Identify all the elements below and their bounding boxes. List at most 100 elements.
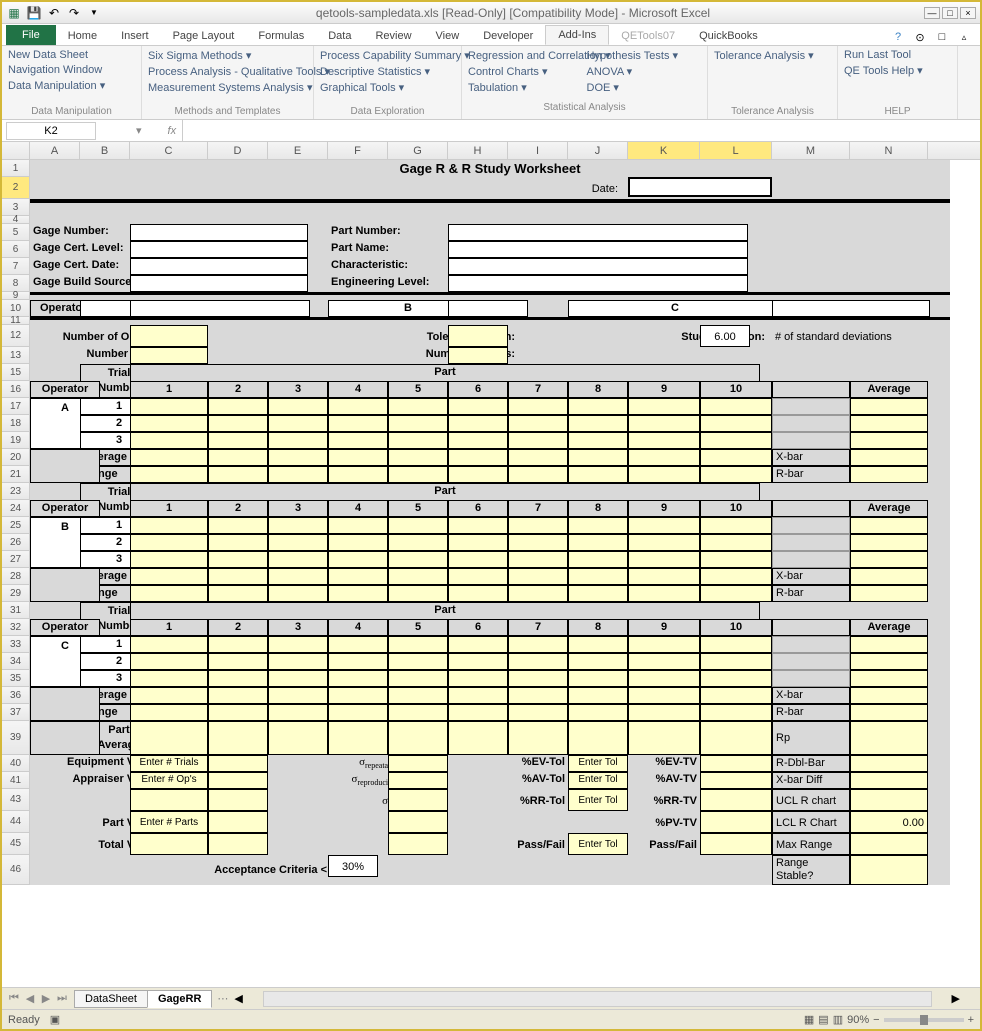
zoom-out-icon[interactable]: − <box>873 1014 879 1026</box>
cell[interactable] <box>328 432 388 449</box>
cell[interactable] <box>130 585 208 602</box>
ribbon-item[interactable]: Descriptive Statistics ▾ <box>318 64 457 79</box>
cell[interactable]: X-bar <box>772 568 850 585</box>
namebox-dropdown-icon[interactable]: ▾ <box>136 124 142 137</box>
cell[interactable]: Enter # Op's <box>130 772 208 789</box>
row-header[interactable]: 16 <box>2 381 30 398</box>
cell[interactable] <box>208 517 268 534</box>
cell[interactable] <box>448 325 508 347</box>
cell[interactable] <box>208 534 268 551</box>
fx-icon[interactable]: fx <box>168 125 177 137</box>
cell[interactable] <box>850 833 928 855</box>
ribbon-item[interactable]: Process Analysis - Qualitative Tools ▾ <box>146 64 309 79</box>
cell[interactable]: Average <box>850 500 928 517</box>
cell[interactable] <box>388 415 448 432</box>
cell[interactable] <box>30 568 100 602</box>
col-header[interactable]: F <box>328 142 388 159</box>
cell[interactable] <box>268 517 328 534</box>
cell[interactable]: Enter Tol <box>568 755 628 772</box>
cell[interactable] <box>772 636 850 653</box>
cell[interactable] <box>328 687 388 704</box>
zoom-in-icon[interactable]: + <box>968 1014 974 1026</box>
cell[interactable] <box>328 636 388 653</box>
cell[interactable] <box>628 687 700 704</box>
cell[interactable] <box>130 653 208 670</box>
ribbon-item[interactable]: Tabulation ▾ <box>466 80 585 95</box>
cell[interactable] <box>328 585 388 602</box>
col-header[interactable]: I <box>508 142 568 159</box>
cell[interactable] <box>388 687 448 704</box>
cell[interactable] <box>268 449 328 466</box>
cell[interactable]: R-bar <box>772 704 850 721</box>
ribbon-item[interactable]: ANOVA ▾ <box>585 64 704 79</box>
cell[interactable]: Rp <box>772 721 850 755</box>
select-all-corner[interactable] <box>2 142 30 159</box>
cell[interactable]: 3 <box>268 619 328 636</box>
cell[interactable]: 7 <box>508 500 568 517</box>
cell[interactable] <box>268 534 328 551</box>
cell[interactable] <box>850 772 928 789</box>
cell[interactable] <box>130 517 208 534</box>
cell[interactable]: 9 <box>628 381 700 398</box>
cell[interactable]: X-bar Diff <box>772 772 850 789</box>
cell[interactable] <box>568 517 628 534</box>
ribbon-item[interactable]: Tolerance Analysis ▾ <box>712 48 833 63</box>
cell[interactable] <box>568 415 628 432</box>
cell[interactable] <box>448 517 508 534</box>
cell[interactable] <box>508 551 568 568</box>
cell[interactable] <box>850 755 928 772</box>
cell[interactable] <box>700 704 772 721</box>
cell[interactable] <box>208 704 268 721</box>
cell[interactable] <box>850 432 928 449</box>
cell[interactable] <box>130 300 310 317</box>
redo-icon[interactable]: ↷ <box>66 5 82 21</box>
ribbon-item[interactable]: Hypothesis Tests ▾ <box>585 48 704 63</box>
row-header[interactable]: 26 <box>2 534 30 551</box>
new-sheet-icon[interactable]: ⋯ <box>211 992 234 1005</box>
sheet-nav-last-icon[interactable]: ⏭ <box>54 992 70 1005</box>
cell[interactable] <box>328 534 388 551</box>
cell[interactable]: 2 <box>208 381 268 398</box>
cell[interactable]: Operator <box>30 381 100 398</box>
cell[interactable] <box>628 653 700 670</box>
sheet-nav-prev-icon[interactable]: ◀ <box>22 992 38 1005</box>
cell[interactable] <box>628 398 700 415</box>
cell[interactable]: 6 <box>448 500 508 517</box>
cell[interactable]: Enter Tol <box>568 789 628 811</box>
cell[interactable] <box>268 415 328 432</box>
cell[interactable] <box>700 636 772 653</box>
cell[interactable] <box>268 670 328 687</box>
col-header[interactable]: C <box>130 142 208 159</box>
cell[interactable] <box>700 833 772 855</box>
cell[interactable]: 2 <box>208 500 268 517</box>
cell[interactable] <box>268 721 328 755</box>
cell[interactable] <box>268 704 328 721</box>
cell[interactable]: 7 <box>508 381 568 398</box>
cell[interactable] <box>130 687 208 704</box>
row-header[interactable]: 6 <box>2 241 30 258</box>
cell[interactable]: %RR-Tol <box>508 789 568 811</box>
cell[interactable]: Enter # Parts <box>130 811 208 833</box>
cell[interactable] <box>628 636 700 653</box>
cell[interactable]: Operator <box>30 619 100 636</box>
cell[interactable]: Operator <box>30 500 100 517</box>
cell[interactable]: 3 <box>268 500 328 517</box>
cell[interactable] <box>850 855 928 885</box>
col-header[interactable]: K <box>628 142 700 159</box>
cell[interactable]: 9 <box>628 500 700 517</box>
cell[interactable]: %PV-TV <box>628 811 700 833</box>
cell[interactable] <box>508 636 568 653</box>
cell[interactable] <box>772 517 850 534</box>
cell[interactable] <box>130 568 208 585</box>
cell[interactable] <box>388 811 448 833</box>
cell[interactable] <box>130 833 208 855</box>
cell[interactable]: Part Name: <box>328 241 458 258</box>
options-icon[interactable]: ⊙ <box>912 29 928 45</box>
cell[interactable] <box>700 398 772 415</box>
cell[interactable] <box>268 432 328 449</box>
cell[interactable] <box>772 619 850 636</box>
cell[interactable] <box>130 721 208 755</box>
cell[interactable] <box>130 258 308 275</box>
cell[interactable]: Enter Tol <box>568 833 628 855</box>
cell[interactable]: Part <box>130 483 760 500</box>
